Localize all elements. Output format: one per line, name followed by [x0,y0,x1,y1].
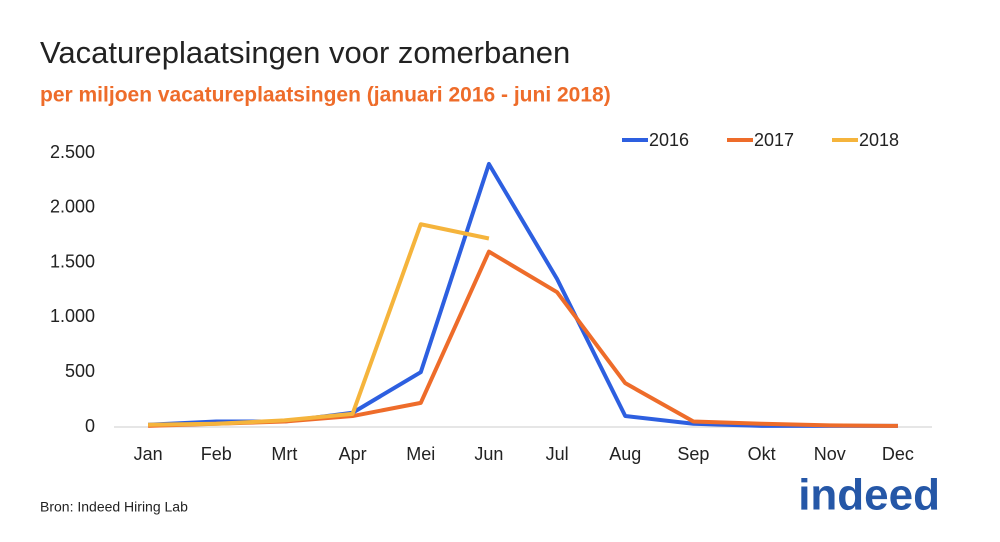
x-tick-label: Nov [814,444,846,464]
x-tick-label: Jul [546,444,569,464]
legend-label: 2016 [649,130,689,150]
y-tick-label: 1.500 [50,251,95,271]
line-series [147,161,898,428]
line-series [148,222,490,427]
legend-label: 2017 [754,130,794,150]
y-tick-label: 2.500 [50,142,95,162]
y-tick-label: 1.000 [50,306,95,326]
y-tick-label: 2.000 [50,197,95,217]
chart-title: Vacatureplaatsingen voor zomerbanen [40,35,570,70]
x-tick-label: Jun [474,444,503,464]
line-series [148,249,898,428]
x-tick-label: Jan [134,444,163,464]
x-tick-label: Mrt [271,444,297,464]
x-tick-label: Sep [677,444,709,464]
x-tick-label: Aug [609,444,641,464]
legend-label: 2018 [859,130,899,150]
x-tick-label: Okt [748,444,776,464]
x-tick-label: Dec [882,444,914,464]
x-tick-label: Apr [339,444,367,464]
x-tick-label: Mei [406,444,435,464]
y-tick-label: 0 [85,416,95,436]
source: Bron: Indeed Hiring Lab [40,499,188,515]
logo: indeed [798,471,940,520]
x-tick-label: Feb [201,444,232,464]
chart-subtitle: per miljoen vacatureplaatsingen (januari… [40,84,611,107]
y-tick-label: 500 [65,361,95,381]
